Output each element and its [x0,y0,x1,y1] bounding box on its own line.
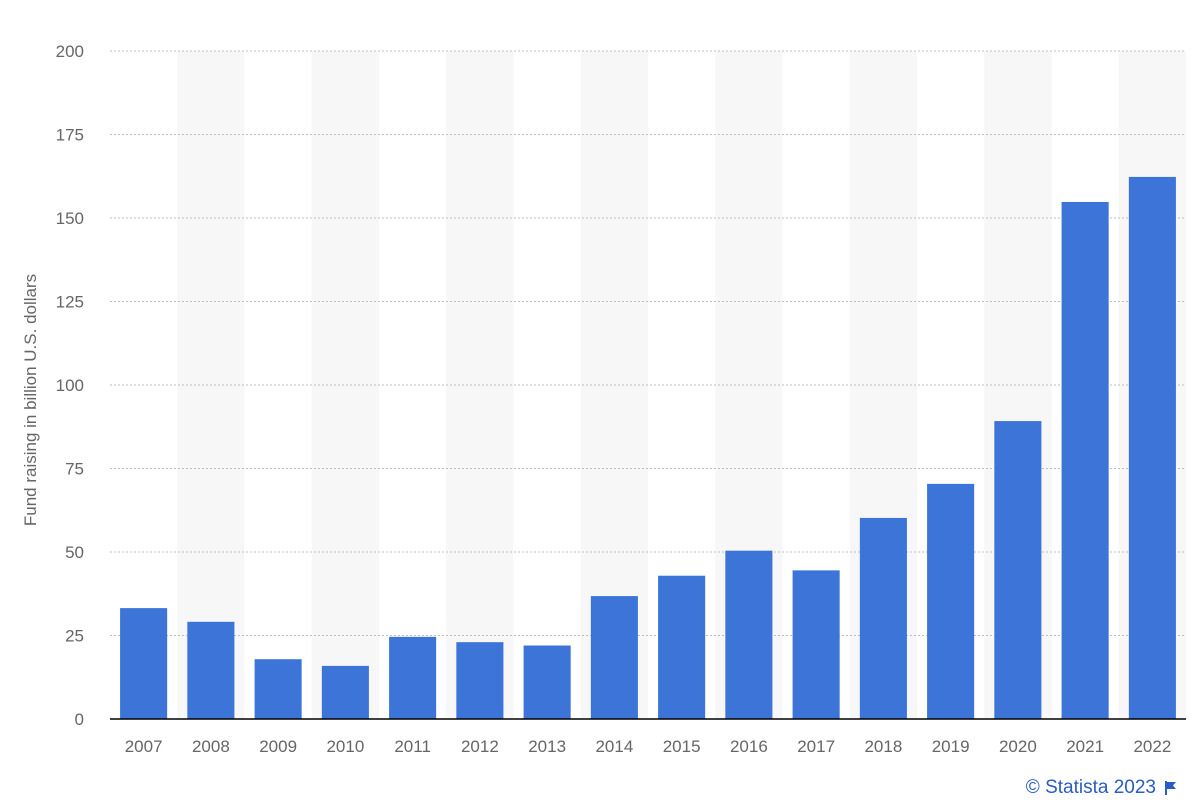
x-tick-label: 2016 [730,737,768,756]
x-tick-label: 2018 [864,737,902,756]
y-tick-label: 100 [56,376,84,395]
credit-text[interactable]: © Statista 2023 [1025,777,1156,798]
y-axis-ticks: 0 25 50 75 100 125 150 175 200 [56,42,84,729]
x-tick-label: 2015 [663,737,701,756]
y-axis-label: Fund raising in billion U.S. dollars [21,274,40,526]
bar-2019[interactable] [927,483,975,719]
bars [120,176,1176,720]
bar-2011[interactable] [389,636,437,719]
bar-2008[interactable] [187,621,235,719]
y-tick-label: 125 [56,293,84,312]
y-tick-label: 0 [75,710,84,729]
x-tick-label: 2014 [595,737,633,756]
x-tick-label: 2019 [932,737,970,756]
x-tick-label: 2022 [1133,737,1171,756]
x-tick-label: 2012 [461,737,499,756]
bar-2021[interactable] [1061,201,1109,719]
column-stripe [311,51,379,719]
bar-2017[interactable] [792,570,840,719]
y-tick-label: 50 [65,543,84,562]
bar-2015[interactable] [658,575,706,719]
x-tick-label: 2013 [528,737,566,756]
bar-2010[interactable] [321,665,369,719]
bar-2012[interactable] [456,642,504,719]
bar-2014[interactable] [590,596,638,719]
y-tick-label: 150 [56,209,84,228]
x-tick-label: 2007 [125,737,163,756]
x-tick-label: 2017 [797,737,835,756]
y-tick-label: 25 [65,627,84,646]
bar-2009[interactable] [254,659,302,719]
statista-credit[interactable]: © Statista 2023 [1026,777,1178,799]
y-tick-label: 75 [65,460,84,479]
x-tick-label: 2008 [192,737,230,756]
bar-2020[interactable] [994,421,1042,719]
bar-2022[interactable] [1128,176,1176,720]
x-axis-ticks: 2007 2008 2009 2010 2011 2012 2013 2014 2015 2016… [125,737,1172,756]
flag-icon[interactable] [1164,780,1178,796]
y-tick-label: 175 [56,126,84,145]
bar-2018[interactable] [859,517,907,719]
x-tick-label: 2009 [259,737,297,756]
x-tick-label: 2021 [1066,737,1104,756]
bar-2013[interactable] [523,645,571,719]
bar-2007[interactable] [120,608,168,719]
x-tick-label: 2020 [999,737,1037,756]
x-tick-label: 2010 [326,737,364,756]
bar-2016[interactable] [725,550,773,719]
x-tick-label: 2011 [394,737,431,756]
y-tick-label: 200 [56,42,84,61]
